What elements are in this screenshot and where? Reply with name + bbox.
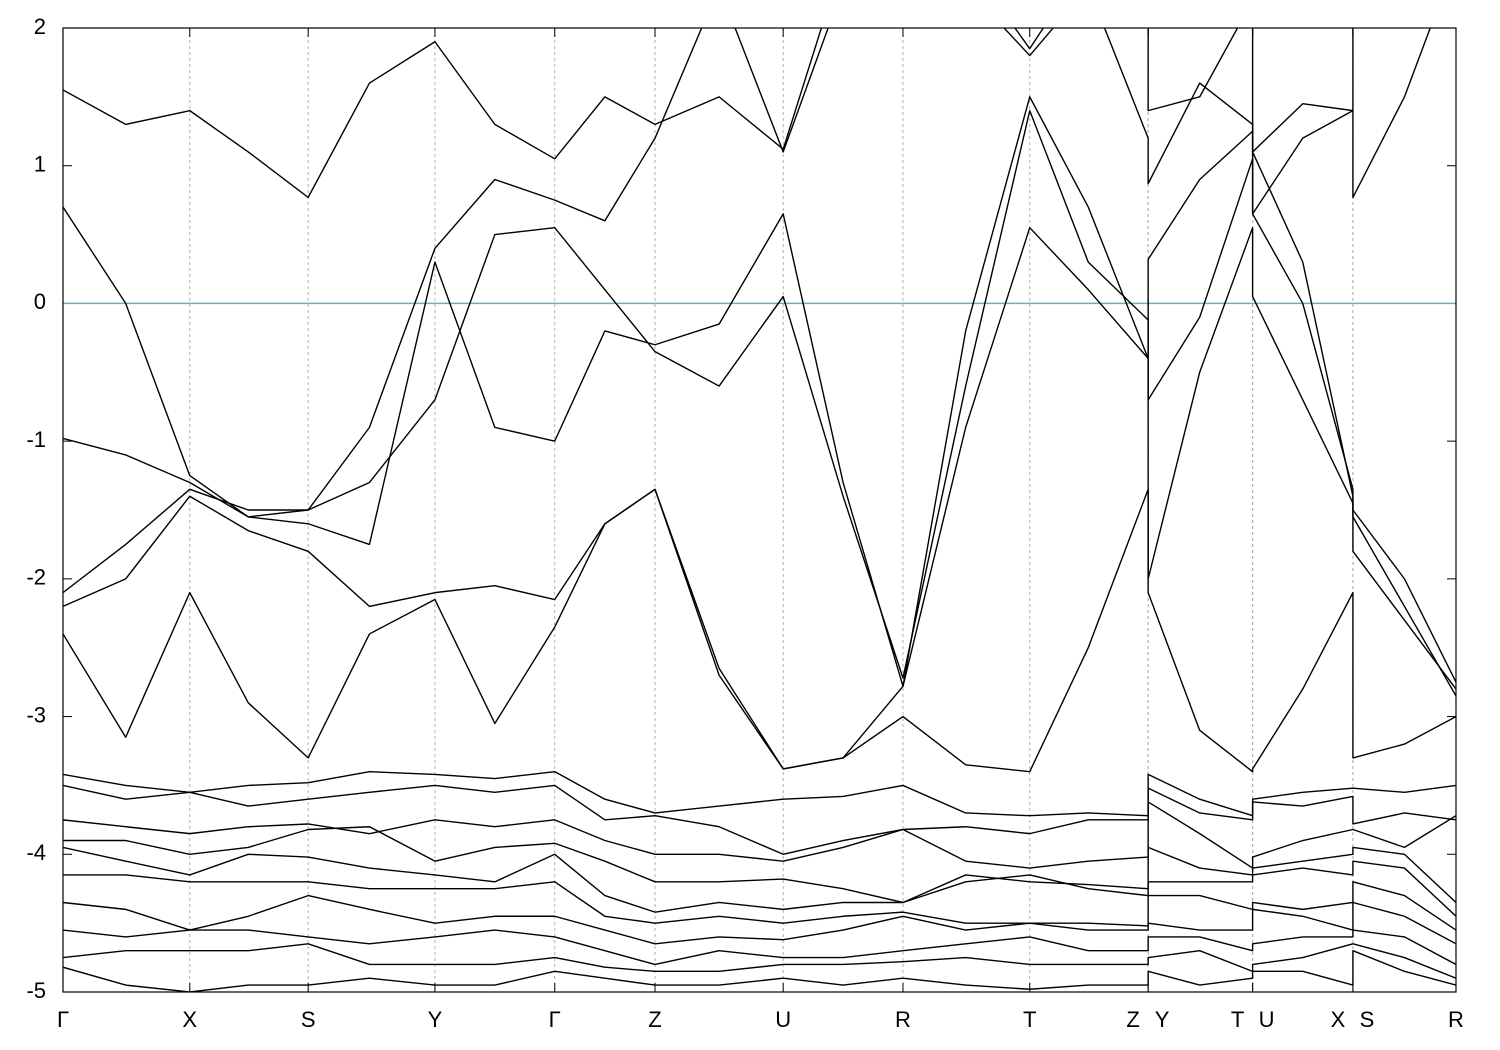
y-tick-label: -1 — [26, 427, 46, 452]
x-tick-label: T — [1231, 1007, 1244, 1032]
x-tick-label: R — [895, 1007, 911, 1032]
y-tick-label: 1 — [34, 152, 46, 177]
band-line — [63, 929, 1456, 966]
x-tick-label: S — [1360, 1007, 1375, 1032]
x-tick-label: Z — [648, 1007, 661, 1032]
y-tick-label: 2 — [34, 14, 46, 39]
x-tick-label: U — [1259, 1007, 1275, 1032]
x-tick-label: X — [1331, 1007, 1346, 1032]
band-line — [63, 96, 1456, 697]
x-tick-label: Γ — [549, 1007, 561, 1032]
x-tick-label: Z — [1126, 1007, 1139, 1032]
plot-frame — [62, 27, 1457, 993]
x-tick-label: Y — [428, 1007, 443, 1032]
band-line — [63, 801, 1456, 869]
band-line — [63, 874, 1456, 931]
band-line — [63, 949, 1456, 992]
band-line — [63, 894, 1456, 945]
band-line — [63, 226, 1456, 770]
y-tick-label: -3 — [26, 702, 46, 727]
band-line — [63, 109, 1456, 690]
y-tick-label: -5 — [26, 978, 46, 1003]
band-line — [63, 846, 1456, 917]
x-tick-label: T — [1023, 1007, 1036, 1032]
band-line — [63, 488, 1456, 773]
band-line — [63, 943, 1456, 979]
x-tick-label: X — [182, 1007, 197, 1032]
band-line — [63, 784, 1456, 855]
y-tick-label: 0 — [34, 289, 46, 314]
x-tick-label: R — [1448, 1007, 1464, 1032]
band-line — [63, 28, 1354, 199]
x-tick-label: Y — [1155, 1007, 1170, 1032]
x-tick-label: Γ — [57, 1007, 69, 1032]
bands — [63, 28, 1456, 992]
band-line — [63, 28, 1431, 518]
y-tick-label: -2 — [26, 565, 46, 590]
x-tick-label: S — [301, 1007, 316, 1032]
y-tick-label: -4 — [26, 840, 46, 865]
band-line — [63, 826, 1456, 904]
x-tick-label: U — [775, 1007, 791, 1032]
